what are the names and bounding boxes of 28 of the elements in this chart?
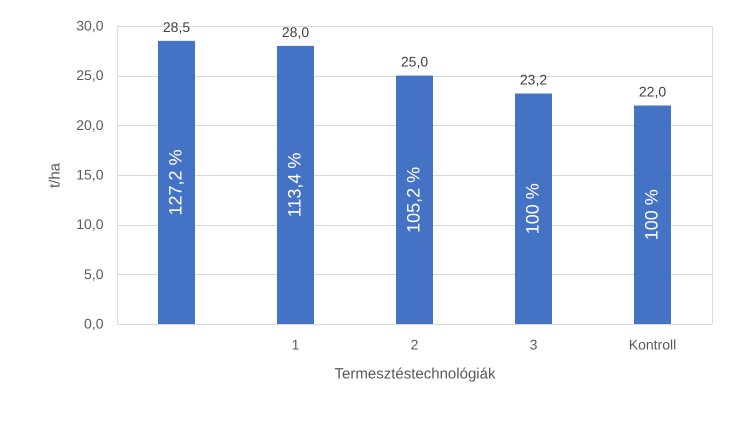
y-tick-label: 25,0 — [76, 67, 104, 84]
bar — [396, 76, 433, 324]
y-tick-label: 15,0 — [76, 166, 104, 182]
x-tick-label: 1 — [292, 336, 300, 352]
annotation: 100 % — [642, 189, 662, 240]
y-tick-label: 0,0 — [84, 316, 104, 332]
bar — [277, 46, 314, 324]
bar — [515, 94, 552, 324]
data-label: 28,5 — [162, 18, 190, 35]
x-axis-title: Termesztéstechnológiák — [334, 366, 496, 382]
data-label: 28,0 — [282, 24, 310, 40]
y-tick-label: 5,0 — [84, 266, 104, 282]
data-label: 23,2 — [520, 72, 548, 88]
bar — [158, 40, 195, 324]
annotation: 105,2 % — [404, 166, 424, 233]
annotation: 100 % — [522, 183, 542, 234]
data-label: 25,0 — [400, 54, 428, 70]
bar — [634, 105, 671, 324]
y-axis-title: t/ha — [46, 162, 64, 188]
y-tick-label: 10,0 — [76, 216, 104, 232]
x-tick-label: 3 — [530, 336, 538, 352]
annotation: 113,4 % — [284, 152, 304, 218]
data-label: 22,0 — [638, 83, 666, 100]
x-tick-label: Kontroll — [628, 336, 676, 352]
y-tick-label: 30,0 — [76, 18, 104, 34]
x-tick-label: 2 — [410, 336, 419, 352]
annotation: 127,2 % — [166, 149, 186, 216]
y-tick-label: 20,0 — [76, 116, 104, 133]
